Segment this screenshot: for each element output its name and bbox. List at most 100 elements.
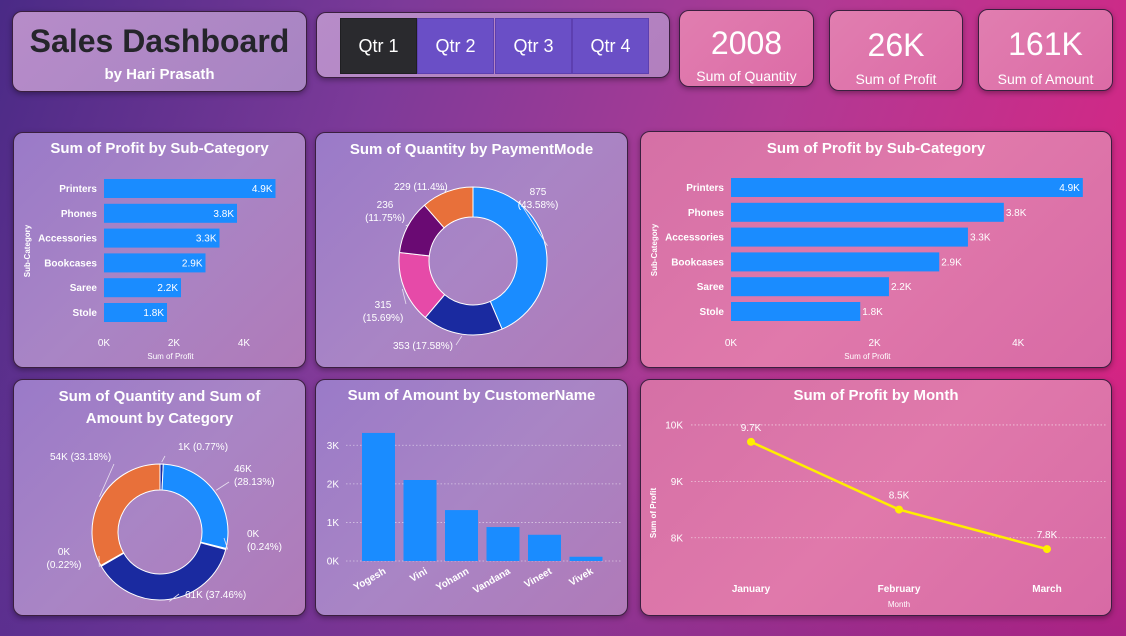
category-label: Saree — [70, 283, 98, 294]
category-label: Stole — [73, 308, 98, 319]
bar — [445, 510, 478, 561]
data-label: 2.2K — [891, 282, 912, 293]
data-label: 3.8K — [213, 209, 234, 220]
data-label: 1.8K — [862, 307, 883, 318]
donut-slice — [100, 542, 227, 601]
bar — [403, 480, 437, 561]
y-axis-label: Sub-Category — [650, 223, 659, 276]
kpi-amount-value: 161K — [1008, 26, 1083, 62]
chart-title: Sum of Profit by Sub-Category — [50, 140, 269, 157]
kpi-amount-label: Sum of Amount — [997, 71, 1094, 87]
data-label: 61K (37.46%) — [185, 590, 246, 601]
x-tick-label: February — [878, 584, 921, 595]
bar — [362, 432, 395, 561]
chart-quantity-amount-category[interactable]: Sum of Quantity and Sum of Amount by Cat… — [13, 379, 306, 616]
data-point — [747, 437, 755, 446]
chart-profit-subcategory-left[interactable]: Sum of Profit by Sub-Category Sub-Catego… — [13, 132, 306, 368]
category-label: Bookcases — [44, 258, 97, 269]
x-axis-label: Month — [888, 600, 910, 609]
bar — [569, 556, 603, 561]
x-tick-label: Yogesh — [352, 566, 388, 593]
leader-line — [433, 188, 447, 191]
chart-profit-month[interactable]: Sum of Profit by Month 8K 9K 10K Sum of Pro… — [640, 379, 1112, 616]
data-label: (0.22%) — [46, 560, 81, 571]
leader-line — [223, 537, 229, 550]
data-label: (11.75%) — [365, 213, 405, 224]
leader-line — [215, 481, 230, 491]
x-tick-label: Yohann — [434, 566, 471, 593]
donut-slice — [91, 463, 161, 567]
x-tick-label: March — [1032, 584, 1061, 595]
x-tick-label: 4K — [238, 338, 251, 349]
bar — [731, 252, 940, 272]
category-label: Phones — [688, 208, 725, 219]
chart-title: Sum of Amount by CustomerName — [347, 387, 596, 404]
kpi-profit-value: 26K — [867, 27, 925, 63]
slicer-qtr-1[interactable]: Qtr 1 — [340, 18, 417, 74]
category-label: Accessories — [38, 234, 97, 245]
bar — [104, 228, 220, 248]
x-tick-label: Vandana — [471, 566, 512, 596]
x-axis-label: Sum of Profit — [147, 352, 194, 361]
data-label: (43.58%) — [518, 200, 559, 211]
bar — [528, 534, 561, 561]
bar — [731, 178, 1083, 197]
category-label: Accessories — [665, 233, 724, 244]
data-label: (28.13%) — [234, 477, 275, 488]
slicer-qtr-4[interactable]: Qtr 4 — [572, 18, 649, 74]
chart-svg: Sub-Category Printers 4.9K Phones 3.8K Access… — [23, 179, 276, 361]
bar — [731, 202, 1004, 222]
data-label: 2.9K — [182, 258, 203, 269]
y-axis-label: Sum of Profit — [649, 488, 658, 539]
data-label: 46K — [234, 464, 252, 475]
data-label: 2.2K — [157, 283, 178, 294]
data-label: 7.8K — [1037, 530, 1058, 541]
leader-line — [401, 288, 407, 305]
x-tick-label: Vini — [408, 566, 429, 585]
data-label: 0K — [247, 529, 260, 540]
slicer-qtr-2[interactable]: Qtr 2 — [417, 18, 494, 74]
data-label: 9.7K — [741, 423, 762, 434]
bar — [104, 203, 237, 223]
y-tick-label: 3K — [327, 441, 340, 452]
chart-amount-customer[interactable]: Sum of Amount by CustomerName 0K 1K 2K 3K Yo… — [315, 379, 628, 616]
chart-title: Sum of Quantity and Sum of Amount by Cat… — [58, 388, 261, 427]
data-label: 353 (17.58%) — [393, 341, 453, 352]
data-label: 54K (33.18%) — [50, 452, 111, 463]
kpi-profit-card: 26K Sum of Profit — [829, 10, 963, 91]
chart-quantity-paymentmode[interactable]: Sum of Quantity by PaymentMode 875 (43.58… — [315, 132, 628, 368]
data-point — [895, 505, 903, 514]
chart-title: Sum of Quantity by PaymentMode — [349, 141, 594, 158]
chart-profit-subcategory-right[interactable]: Sum of Profit by Sub-Category Sub-Catego… — [640, 131, 1112, 368]
leader-line — [99, 463, 115, 497]
kpi-quantity-value: 2008 — [710, 25, 783, 61]
bar — [731, 227, 968, 247]
title-card: Sales Dashboard by Hari Prasath — [12, 11, 307, 92]
kpi-quantity-label: Sum of Quantity — [696, 68, 797, 84]
leader-line — [161, 455, 166, 463]
data-label: 1.8K — [143, 308, 164, 319]
leader-line — [405, 224, 409, 226]
data-label: 8.5K — [889, 491, 910, 502]
kpi-profit-label: Sum of Profit — [855, 71, 937, 87]
data-label: 875 — [530, 187, 547, 198]
y-tick-label: 1K — [327, 518, 340, 529]
y-tick-label: 0K — [327, 557, 340, 568]
chart-svg: Sub-Category Printers 4.9K Phones 3.8K Access… — [650, 178, 1083, 361]
category-label: Printers — [59, 184, 97, 195]
page-title: Sales Dashboard — [29, 23, 290, 59]
slicer-qtr-3[interactable]: Qtr 3 — [495, 18, 572, 74]
page-subtitle: by Hari Prasath — [104, 66, 215, 83]
data-label: 4.9K — [1059, 183, 1080, 194]
chart-title: Sum of Profit by Month — [793, 387, 959, 404]
chart-svg: 1K (0.77%) 46K (28.13%) 0K (0.24%) 61K (37.46… — [46, 442, 282, 602]
quarter-slicer: Qtr 1 Qtr 2 Qtr 3 Qtr 4 — [316, 12, 670, 78]
donut-slice — [423, 186, 474, 229]
data-label: 229 (11.4%) — [394, 182, 448, 193]
chart-svg: 0K 1K 2K 3K Yogesh Vini Yohann Vandana Vineet Viv… — [327, 432, 621, 596]
bar — [486, 527, 520, 561]
y-tick-label: 2K — [327, 479, 340, 490]
data-label: 2.9K — [941, 257, 962, 268]
x-tick-label: Vineet — [523, 566, 555, 591]
kpi-amount-card: 161K Sum of Amount — [978, 9, 1113, 91]
